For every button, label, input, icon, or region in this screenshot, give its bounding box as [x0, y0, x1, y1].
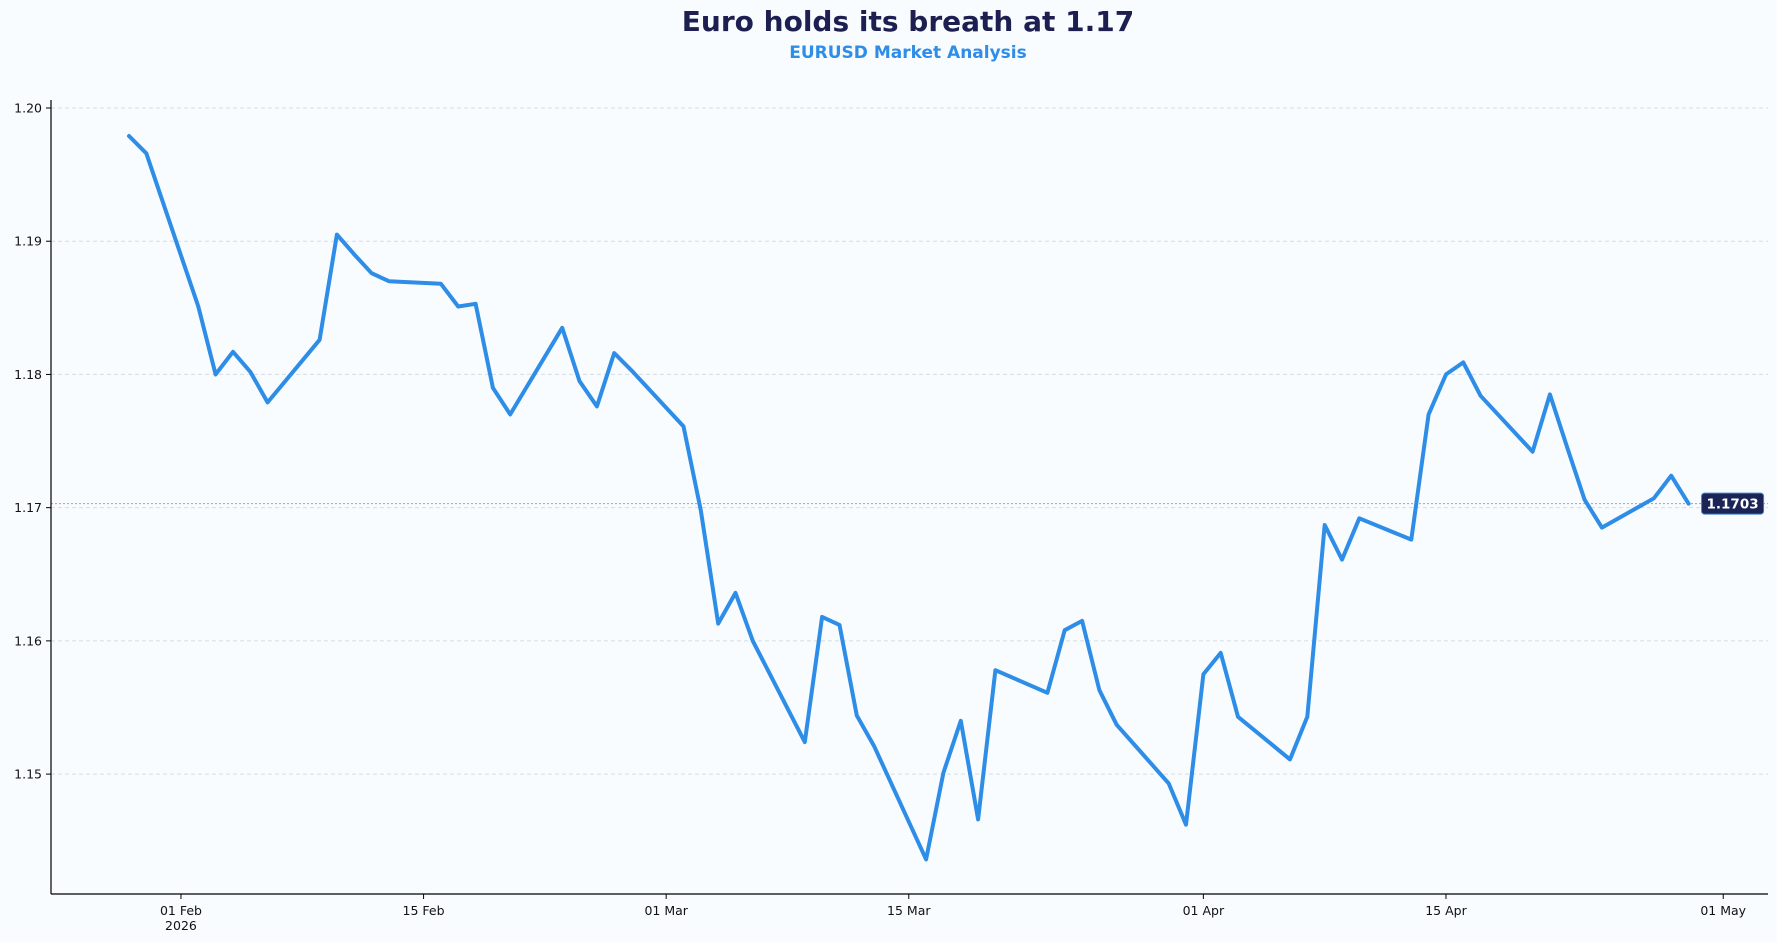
- y-tick-label: 1.17: [14, 500, 42, 515]
- gridlines: [51, 107, 1768, 775]
- x-tick-label: 01 Apr: [1183, 903, 1225, 918]
- y-axis-ticks: 1.15 1.16 1.17 1.18 1.19 1.20: [14, 100, 51, 782]
- x-tick-label: 15 Apr: [1425, 903, 1467, 918]
- last-value-label: 1.1703: [1707, 497, 1759, 513]
- y-tick-label: 1.19: [14, 234, 42, 249]
- eurusd-series-line: [127, 134, 1691, 862]
- y-tick-label: 1.15: [14, 767, 42, 782]
- x-tick-label: 01 Mar: [644, 903, 688, 918]
- chart-title: Euro holds its breath at 1.17: [682, 5, 1134, 38]
- x-tick-label: 01 May: [1700, 903, 1746, 918]
- series-points: [128, 135, 1689, 860]
- last-value-badge: 1.1703: [1701, 492, 1765, 515]
- y-tick-label: 1.20: [14, 100, 42, 115]
- y-tick-label: 1.16: [14, 633, 42, 648]
- x-tick-label: 01 Feb: [160, 903, 202, 918]
- x-tick-label: 15 Mar: [887, 903, 931, 918]
- x-tick-label: 15 Feb: [403, 903, 445, 918]
- chart-subtitle: EURUSD Market Analysis: [789, 43, 1027, 63]
- y-tick-label: 1.18: [14, 367, 42, 382]
- x-tick-sublabel: 2026: [165, 918, 197, 933]
